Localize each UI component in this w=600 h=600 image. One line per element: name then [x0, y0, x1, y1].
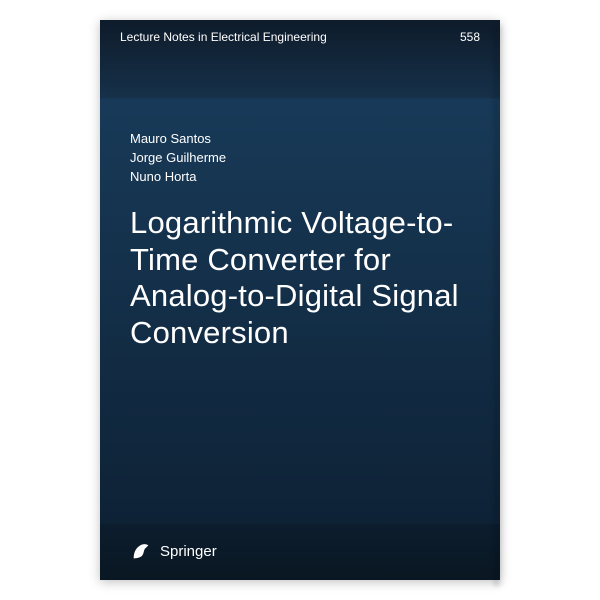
series-bar: Lecture Notes in Electrical Engineering …	[100, 20, 500, 98]
book-cover: Lecture Notes in Electrical Engineering …	[100, 20, 500, 580]
publisher-name: Springer	[160, 543, 217, 560]
springer-horse-icon	[130, 540, 152, 562]
author-3: Nuno Horta	[130, 168, 226, 187]
author-1: Mauro Santos	[130, 130, 226, 149]
page: Lecture Notes in Electrical Engineering …	[0, 0, 600, 600]
series-number: 558	[460, 30, 480, 98]
publisher-block: Springer	[130, 540, 217, 562]
cover-shadow	[494, 26, 504, 586]
authors-block: Mauro Santos Jorge Guilherme Nuno Horta	[130, 130, 226, 187]
book-title: Logarithmic Voltage-to-Time Converter fo…	[130, 205, 475, 351]
author-2: Jorge Guilherme	[130, 149, 226, 168]
series-name: Lecture Notes in Electrical Engineering	[120, 30, 327, 98]
